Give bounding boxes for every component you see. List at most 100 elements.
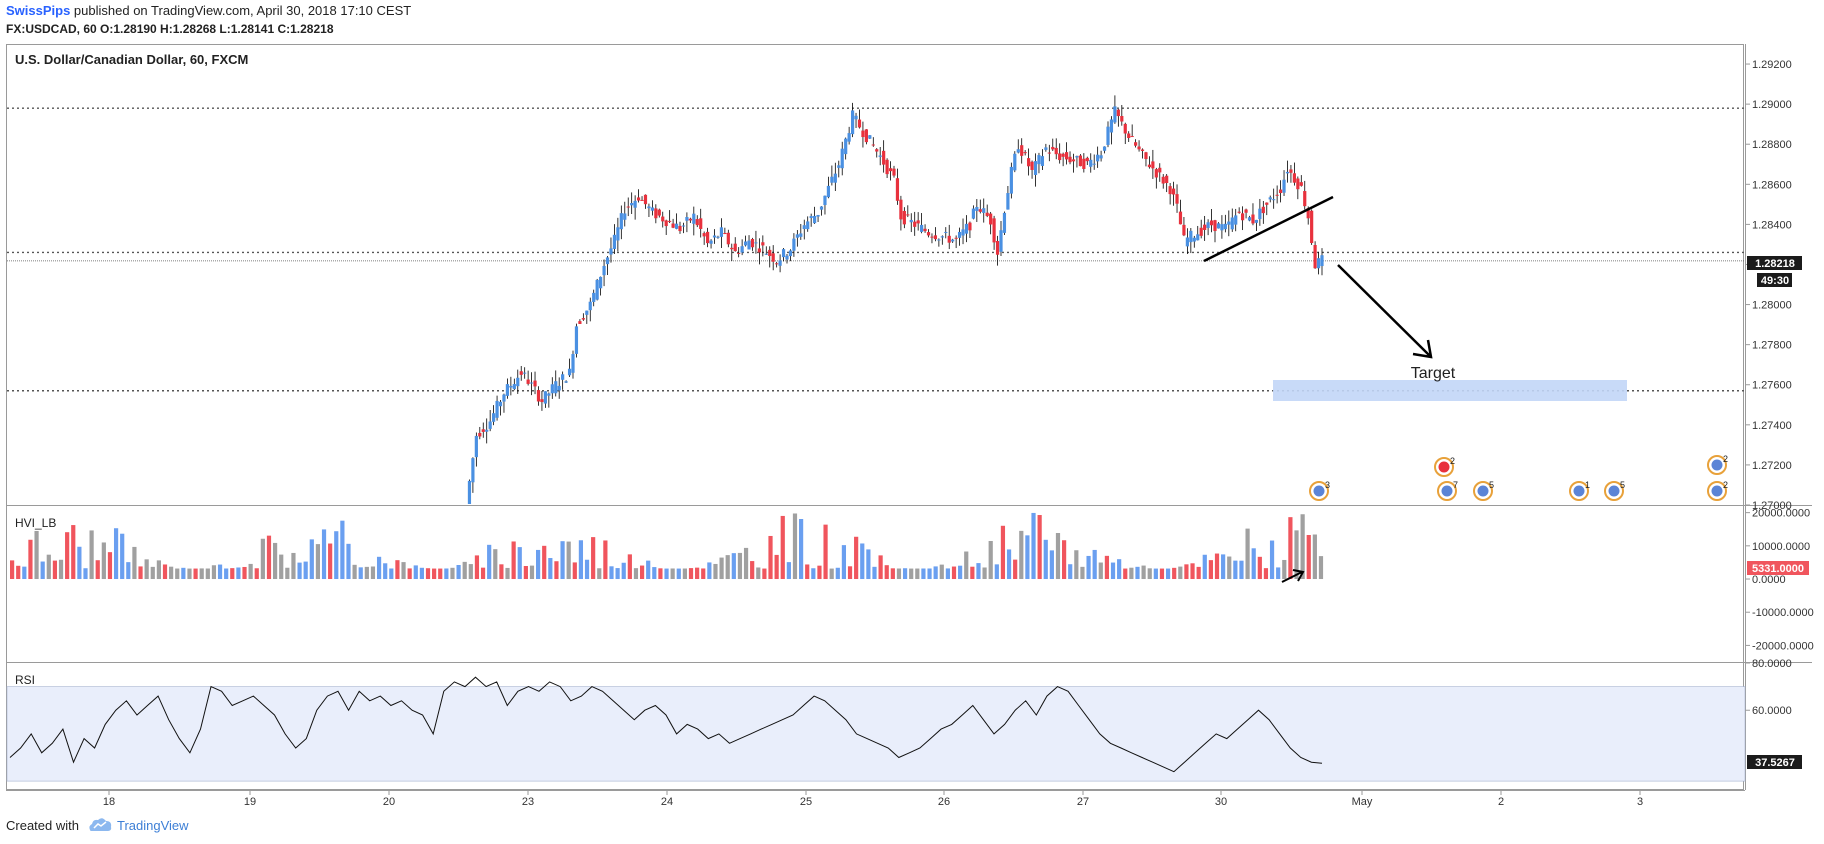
candle-down — [1237, 211, 1241, 213]
volume-bar — [1159, 568, 1165, 580]
volume-bar — [982, 567, 987, 580]
candle-down — [930, 236, 934, 238]
chart-svg[interactable]: 1.29200 1.29000 1.28800 1.28600 1.28400 1.282… — [0, 0, 1824, 808]
candle-up — [1227, 221, 1231, 225]
time-tick-label: 24 — [661, 796, 673, 808]
candle-down — [1116, 109, 1120, 117]
candle-up — [595, 279, 599, 300]
candle-up — [1040, 156, 1045, 166]
candles — [467, 95, 1324, 504]
candle-up — [712, 235, 717, 238]
volume-bar — [1025, 535, 1030, 580]
volume-bar — [805, 564, 810, 580]
volume-bar — [303, 561, 308, 580]
candle-up — [837, 165, 841, 168]
volume-bar — [236, 567, 241, 580]
volume-bar — [799, 519, 804, 580]
volume-bar — [958, 565, 963, 580]
hvi-last-label: 5331.0000 — [1752, 563, 1804, 575]
candle-down — [1292, 173, 1296, 183]
candle-up — [474, 435, 478, 458]
volume-bar — [774, 554, 779, 580]
candle-up — [1013, 153, 1017, 171]
candle-up — [1009, 166, 1013, 194]
candle-up — [492, 413, 496, 422]
volume-bar — [719, 557, 724, 580]
volume-bar — [279, 554, 284, 580]
candle-up — [788, 250, 793, 257]
volume-bar — [150, 566, 155, 580]
candle-down — [1165, 175, 1169, 184]
volume-bar — [737, 552, 743, 580]
time-tick-label: 20 — [383, 796, 395, 808]
footer-brand-link[interactable]: TradingView — [117, 818, 189, 833]
candle-down — [761, 242, 765, 246]
volume-bar — [364, 566, 369, 580]
candle-up — [1268, 197, 1272, 200]
volume-bar — [1055, 533, 1061, 580]
candle-up — [588, 301, 592, 311]
volume-bar — [370, 566, 376, 580]
rsi-tick-label: 80.0000 — [1752, 658, 1792, 670]
candle-up — [650, 207, 654, 211]
volume-bar — [866, 549, 871, 580]
volume-bar — [951, 566, 957, 580]
candle-up — [799, 233, 803, 237]
candle-up — [844, 138, 848, 155]
volume-bar — [658, 568, 663, 580]
time-tick-label: 3 — [1637, 796, 1643, 808]
candle-up — [999, 230, 1003, 252]
candle-down — [1134, 142, 1138, 146]
flag-icon — [1477, 485, 1489, 497]
candle-down — [1120, 115, 1124, 122]
candle-up — [1216, 223, 1221, 229]
candle-down — [1275, 194, 1279, 196]
candle-down — [1241, 213, 1245, 221]
volume-bar — [945, 568, 950, 580]
candle-down — [1278, 189, 1283, 194]
candle-up — [747, 240, 751, 250]
candle-up — [564, 381, 568, 383]
candle-up — [602, 265, 606, 276]
volume-bar — [1184, 564, 1189, 580]
volume-bar — [144, 559, 149, 580]
event-badges[interactable]: 3 2 7 5 1 5 2 2 — [1309, 454, 1728, 501]
candle-up — [937, 239, 941, 241]
volume-bar — [254, 568, 259, 580]
candle-up — [609, 248, 613, 255]
candle-down — [688, 218, 692, 221]
volume-bar — [688, 568, 694, 580]
volume-bar — [1190, 563, 1195, 580]
volume-bar — [1202, 554, 1207, 580]
candle-up — [1096, 154, 1100, 162]
volume-bar — [707, 562, 712, 580]
volume-bar — [976, 563, 981, 580]
candle-up — [1016, 149, 1020, 153]
target-arrow-head — [1412, 339, 1433, 359]
price-tick-label: 1.28600 — [1752, 179, 1792, 191]
candle-down — [1127, 133, 1131, 139]
candle-up — [554, 381, 558, 394]
candle-up — [951, 239, 955, 242]
candle-down — [913, 221, 917, 227]
author-name[interactable]: SwissPips — [6, 3, 71, 18]
candle-up — [792, 238, 796, 251]
candle-down — [1296, 178, 1300, 190]
volume-bar — [58, 559, 64, 580]
volume-bar — [1104, 555, 1110, 580]
volume-bar — [224, 568, 229, 580]
candle-up — [633, 200, 637, 208]
candle-down — [478, 432, 482, 437]
candle-up — [692, 213, 696, 224]
candle-down — [923, 228, 927, 232]
last-price-bg — [1747, 256, 1802, 270]
candle-up — [599, 276, 603, 289]
candle-up — [529, 382, 534, 384]
price-tick-label: 1.28000 — [1752, 300, 1792, 312]
volume-bar — [523, 565, 528, 580]
candle-up — [878, 155, 882, 157]
candle-down — [968, 222, 972, 231]
rsi-last-label: 37.5267 — [1755, 757, 1795, 769]
volume-bar — [468, 564, 473, 580]
